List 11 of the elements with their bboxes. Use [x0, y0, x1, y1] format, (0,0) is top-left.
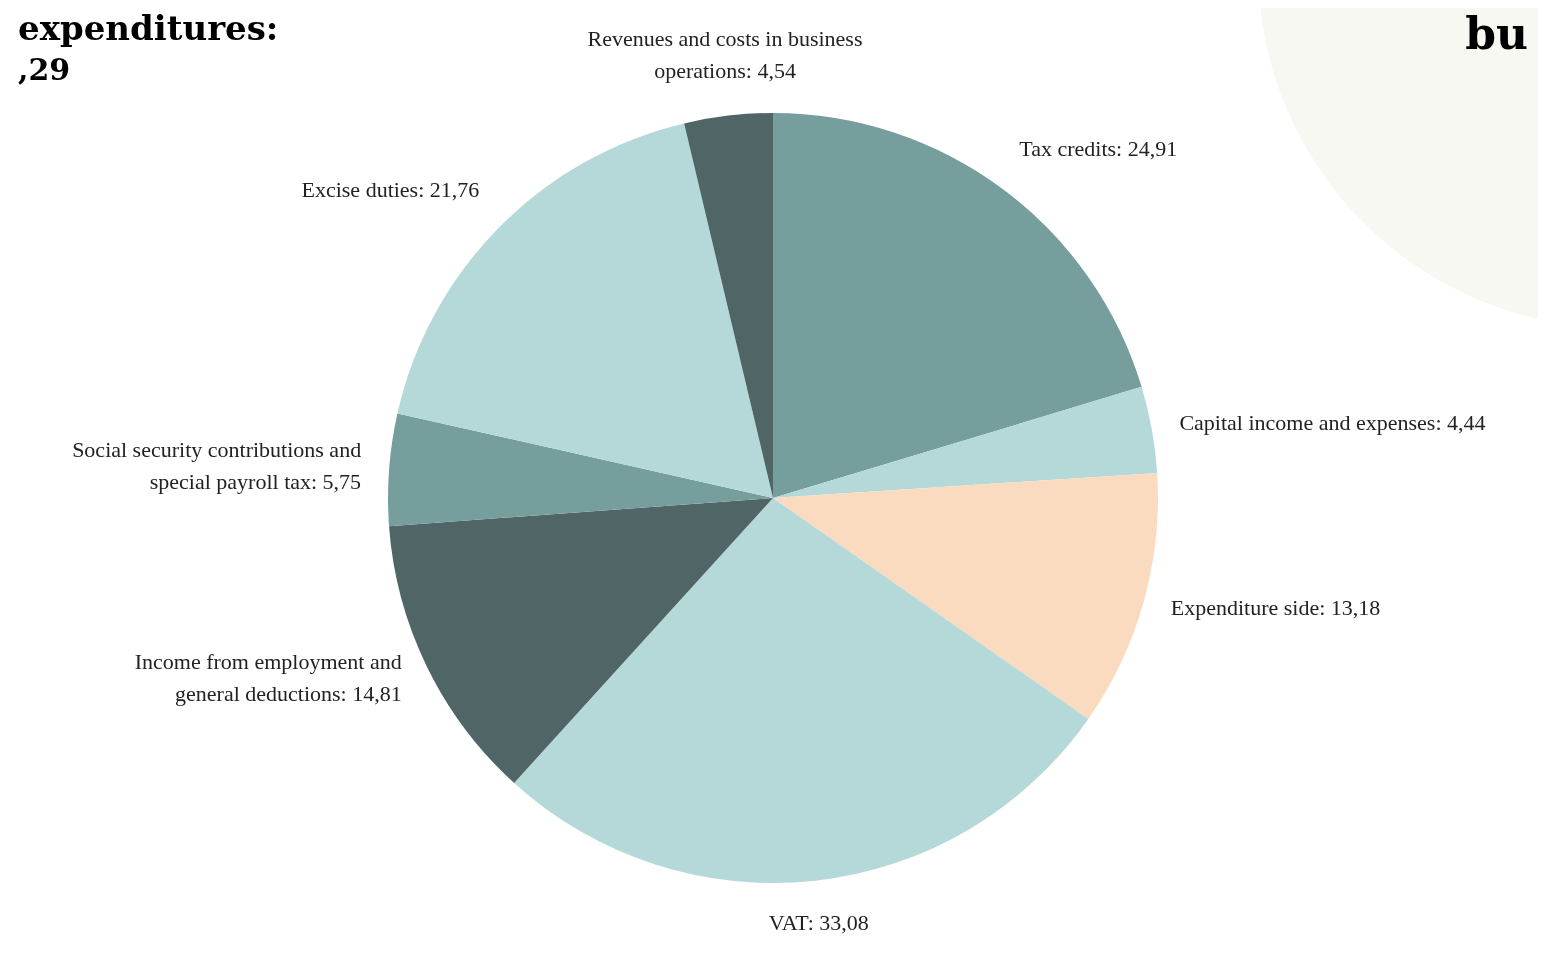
slice-label: Revenues and costs in business operations: 4,54	[587, 25, 863, 83]
slice-label: Expenditure side: 13,18	[1170, 595, 1381, 621]
text: ,29	[18, 52, 71, 87]
slice-label: Capital income and expenses: 4,44	[1179, 410, 1486, 436]
slice-label: Tax credits: 24,91	[1019, 136, 1178, 162]
text: expenditures:	[18, 8, 279, 48]
text: bu	[1465, 8, 1528, 59]
slice-label: Income from employment and general deductions: 14,81	[134, 648, 402, 706]
slice-label: Excise duties: 21,76	[301, 177, 480, 203]
slice-label: VAT: 33,08	[768, 910, 869, 936]
slice-label: Social security contributions and special payroll tax: 5,75	[72, 437, 362, 495]
